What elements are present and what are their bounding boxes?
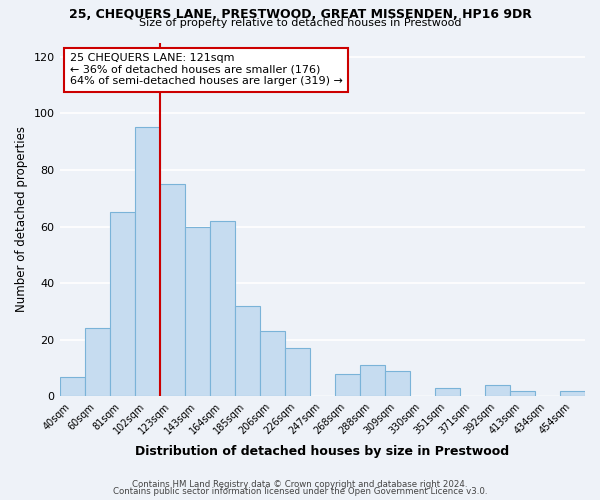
- Text: Contains HM Land Registry data © Crown copyright and database right 2024.: Contains HM Land Registry data © Crown c…: [132, 480, 468, 489]
- Bar: [235, 306, 260, 396]
- Bar: [560, 390, 585, 396]
- Bar: [285, 348, 310, 397]
- Bar: [360, 365, 385, 396]
- Bar: [209, 221, 235, 396]
- Bar: [59, 376, 85, 396]
- X-axis label: Distribution of detached houses by size in Prestwood: Distribution of detached houses by size …: [135, 444, 509, 458]
- Text: 25, CHEQUERS LANE, PRESTWOOD, GREAT MISSENDEN, HP16 9DR: 25, CHEQUERS LANE, PRESTWOOD, GREAT MISS…: [68, 8, 532, 20]
- Bar: [335, 374, 360, 396]
- Text: 25 CHEQUERS LANE: 121sqm
← 36% of detached houses are smaller (176)
64% of semi-: 25 CHEQUERS LANE: 121sqm ← 36% of detach…: [70, 53, 343, 86]
- Bar: [485, 385, 510, 396]
- Y-axis label: Number of detached properties: Number of detached properties: [15, 126, 28, 312]
- Bar: [385, 371, 410, 396]
- Bar: [260, 332, 285, 396]
- Text: Size of property relative to detached houses in Prestwood: Size of property relative to detached ho…: [139, 18, 461, 28]
- Text: Contains public sector information licensed under the Open Government Licence v3: Contains public sector information licen…: [113, 487, 487, 496]
- Bar: [185, 226, 209, 396]
- Bar: [110, 212, 134, 396]
- Bar: [160, 184, 185, 396]
- Bar: [510, 390, 535, 396]
- Bar: [435, 388, 460, 396]
- Bar: [85, 328, 110, 396]
- Bar: [134, 128, 160, 396]
